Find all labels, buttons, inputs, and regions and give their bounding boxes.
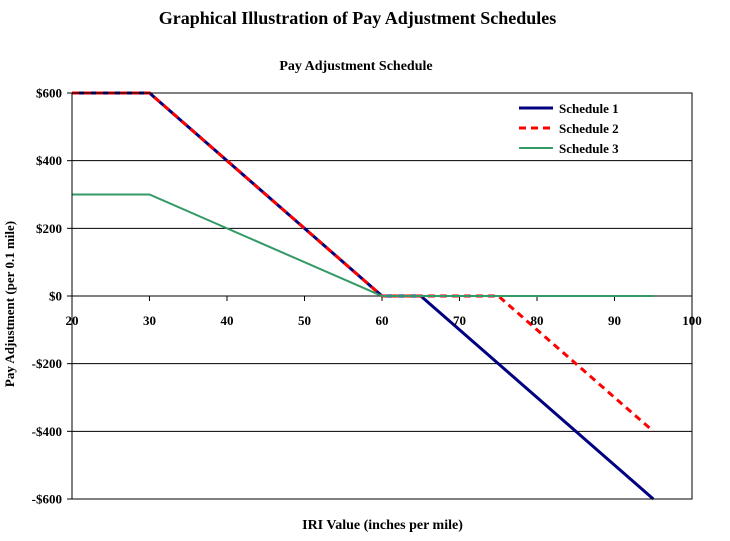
y-tick-label: -$400 bbox=[32, 424, 62, 439]
x-tick-label: 100 bbox=[682, 313, 702, 328]
legend: Schedule 1 Schedule 2 Schedule 3 bbox=[519, 101, 619, 156]
y-tick-label: -$200 bbox=[32, 356, 62, 371]
plot-area bbox=[71, 92, 693, 500]
legend-label: Schedule 2 bbox=[559, 121, 619, 136]
y-tick-label: $0 bbox=[49, 289, 62, 304]
x-axis-label: IRI Value (inches per mile) bbox=[302, 518, 463, 533]
legend-label: Schedule 1 bbox=[559, 101, 619, 116]
y-tick-label: $400 bbox=[36, 153, 62, 168]
x-tick-label: 60 bbox=[376, 313, 389, 328]
x-tick-label: 50 bbox=[298, 313, 311, 328]
x-tick-label: 80 bbox=[531, 313, 544, 328]
x-tick-label: 90 bbox=[608, 313, 621, 328]
y-tick-label: $600 bbox=[36, 86, 62, 101]
x-tick-label: 20 bbox=[66, 313, 79, 328]
y-tick-labels: $600 $400 $200 $0 -$200 -$400 -$600 bbox=[32, 86, 62, 507]
legend-label: Schedule 3 bbox=[559, 141, 619, 156]
chart-title: Graphical Illustration of Pay Adjustment… bbox=[158, 8, 557, 28]
y-tick-label: $200 bbox=[36, 221, 62, 236]
x-tick-label: 70 bbox=[453, 313, 466, 328]
x-tick-labels: 20 30 40 50 60 70 80 90 100 bbox=[66, 313, 702, 328]
x-tick-label: 40 bbox=[221, 313, 234, 328]
chart-subtitle: Pay Adjustment Schedule bbox=[279, 59, 433, 74]
series-line-schedule-3 bbox=[72, 193, 654, 297]
x-tick-label: 30 bbox=[143, 313, 156, 328]
y-tick-label: -$600 bbox=[32, 492, 62, 507]
